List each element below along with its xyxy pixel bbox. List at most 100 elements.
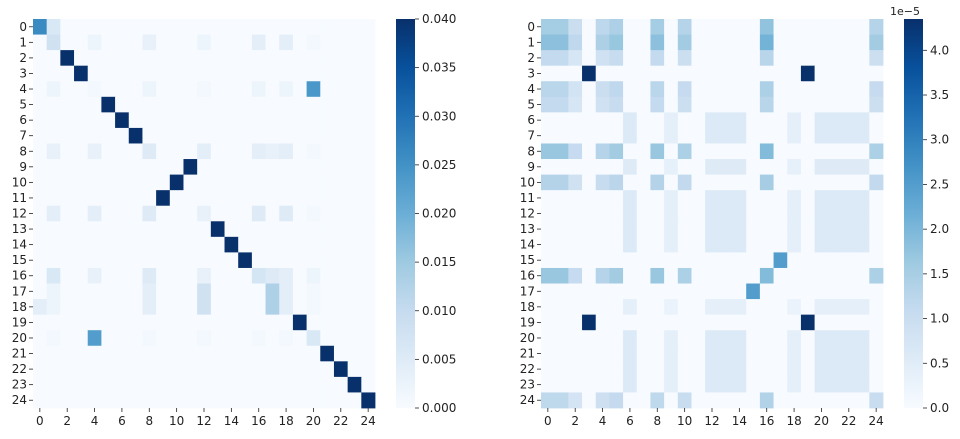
heatmap-left-cell-13-20: [306, 221, 321, 238]
heatmap-left-cell-5-24: [361, 96, 376, 113]
heatmap-right-cell-24-13: [718, 392, 733, 409]
heatmap-right-cell-18-15: [746, 299, 761, 316]
heatmap-left-cell-21-24: [361, 345, 376, 362]
heatmap-right-cell-15-5: [609, 252, 624, 269]
heatmap-left-cell-16-20: [306, 267, 321, 284]
heatmap-right-cell-4-21: [828, 81, 843, 98]
colorbar-left-tick-label: 0.005: [422, 352, 456, 366]
heatmap-left-cell-2-23: [347, 50, 362, 67]
heatmap-left-cell-12-7: [128, 205, 143, 222]
heatmap-left-cell-23-5: [101, 376, 116, 393]
heatmap-left-cell-8-22: [333, 143, 349, 160]
heatmap-right-cell-14-20: [814, 236, 829, 253]
heatmap-right-cell-2-15: [746, 50, 761, 67]
heatmap-right-ytick-label: 21: [520, 347, 535, 361]
heatmap-right-cell-16-3: [582, 267, 597, 284]
heatmap-right-cell-4-12: [705, 81, 720, 98]
heatmap-left-cell-14-23: [347, 236, 362, 253]
heatmap-left-cell-9-23: [347, 159, 362, 175]
heatmap-left-cell-15-0: [33, 252, 48, 269]
heatmap-right-cell-13-23: [855, 221, 870, 238]
heatmap-right-cell-16-5: [609, 267, 624, 284]
heatmap-right-cell-12-24: [869, 205, 884, 222]
heatmap-right-cell-2-19: [800, 50, 815, 67]
heatmap-left-ytick-label: 14: [12, 238, 27, 252]
heatmap-right-cell-12-3: [582, 205, 597, 222]
heatmap-left-cell-8-4: [87, 143, 102, 160]
heatmap-right-cell-0-14: [732, 19, 747, 35]
heatmap-right-cell-18-12: [705, 299, 720, 316]
heatmap-right-cell-2-24: [869, 50, 884, 67]
heatmap-right-cell-23-21: [828, 376, 843, 393]
heatmap-right-cell-11-2: [568, 190, 583, 207]
colorbar-right-tick-label: 3.0: [930, 133, 949, 147]
heatmap-left-cell-6-24: [361, 112, 376, 129]
heatmap-left-cell-5-23: [347, 96, 362, 113]
heatmap-left-cell-9-2: [60, 159, 75, 175]
heatmap-left-cell-4-17: [265, 81, 280, 98]
heatmap-right-cell-20-3: [582, 330, 597, 347]
heatmap-right-cell-20-8: [650, 330, 665, 347]
heatmap-right-cell-19-7: [636, 314, 651, 331]
heatmap-left-cell-21-1: [46, 345, 61, 362]
colorbar-left-gradient: [396, 19, 415, 408]
heatmap-right-cell-22-14: [732, 361, 747, 378]
heatmap-left-cell-12-10: [169, 205, 184, 222]
heatmap-left-cell-23-0: [33, 376, 48, 393]
heatmap-right-cell-4-11: [691, 81, 706, 98]
heatmap-left-cell-8-3: [74, 143, 89, 160]
heatmap-right-cell-17-4: [595, 283, 610, 300]
heatmap-right-cell-1-1: [554, 34, 569, 51]
heatmap-left-cell-0-9: [156, 19, 171, 35]
heatmap-right-cell-13-22: [841, 221, 857, 238]
heatmap-left-cell-19-24: [361, 314, 376, 331]
heatmap-right-cell-0-4: [595, 19, 610, 35]
heatmap-right-cell-23-6: [623, 376, 638, 393]
heatmap-right-cell-2-17: [773, 50, 788, 67]
colorbar-right-gradient: [904, 19, 923, 408]
heatmap-left-cell-8-5: [101, 143, 116, 160]
heatmap-left-cell-10-3: [74, 174, 89, 191]
heatmap-left-cell-9-20: [306, 159, 321, 175]
heatmap-right-cell-21-19: [800, 345, 815, 362]
heatmap-right-cell-3-12: [705, 65, 720, 82]
heatmap-right-cell-5-0: [541, 96, 556, 113]
heatmap-left-cell-13-7: [128, 221, 143, 238]
heatmap-right-cell-9-11: [691, 159, 706, 175]
heatmap-right-cell-17-11: [691, 283, 706, 300]
heatmap-right-cell-4-7: [636, 81, 651, 98]
heatmap-left-cell-19-13: [210, 314, 225, 331]
heatmap-right-cell-23-22: [841, 376, 857, 393]
heatmap-right-cell-3-11: [691, 65, 706, 82]
heatmap-right-cell-24-15: [746, 392, 761, 409]
heatmap-right-cell-15-0: [541, 252, 556, 269]
heatmap-right-cell-17-0: [541, 283, 556, 300]
heatmap-left-cell-6-17: [265, 112, 280, 129]
heatmap-right-cell-11-7: [636, 190, 651, 207]
heatmap-left-cell-18-5: [101, 299, 116, 316]
heatmap-left-cell-16-1: [46, 267, 61, 284]
heatmap-right-cell-15-1: [554, 252, 569, 269]
heatmap-right-cell-18-11: [691, 299, 706, 316]
heatmap-right-cell-11-8: [650, 190, 665, 207]
heatmap-right-cell-17-2: [568, 283, 583, 300]
heatmap-left-cell-14-17: [265, 236, 280, 253]
heatmap-left-cell-15-4: [87, 252, 102, 269]
heatmap-right-ytick-label: 3: [527, 66, 535, 80]
heatmap-left-cell-6-20: [306, 112, 321, 129]
heatmap-left-cell-22-13: [210, 361, 225, 378]
heatmap-left-cell-14-11: [183, 236, 198, 253]
heatmap-right-cell-2-7: [636, 50, 651, 67]
heatmap-left-cell-12-1: [46, 205, 61, 222]
heatmap-left-cell-18-2: [60, 299, 75, 316]
heatmap-right-cell-17-7: [636, 283, 651, 300]
heatmap-right-cell-8-0: [541, 143, 556, 160]
heatmap-right-cell-12-22: [841, 205, 857, 222]
heatmap-right-ytick-label: 0: [527, 20, 535, 34]
heatmap-right-cell-16-2: [568, 267, 583, 284]
heatmap-right-cell-21-2: [568, 345, 583, 362]
heatmap-right-cell-10-4: [595, 174, 610, 191]
heatmap-right-cell-18-20: [814, 299, 829, 316]
heatmap-right-cell-24-14: [732, 392, 747, 409]
heatmap-left-cell-20-7: [128, 330, 143, 347]
